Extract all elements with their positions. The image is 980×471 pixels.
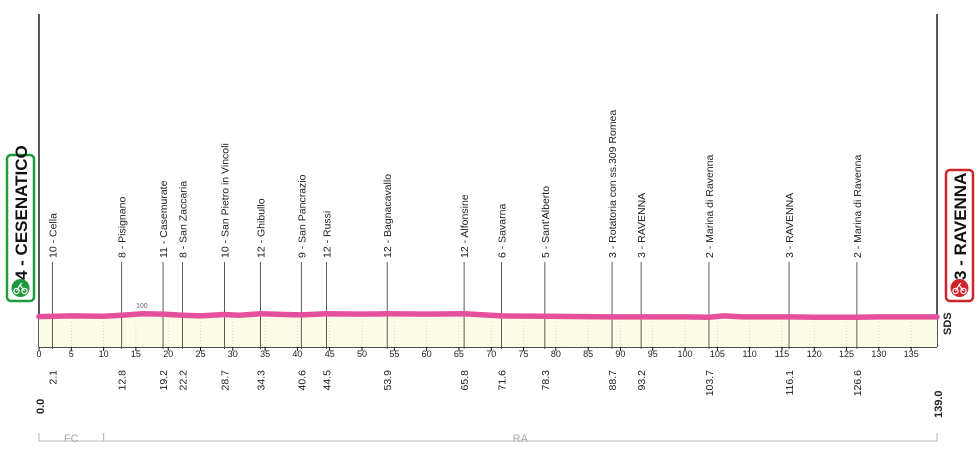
waypoint-km-label: 2.1 [48,370,60,385]
start-cyclist-icon [11,279,30,297]
start-badge: 4 - CESENATICO [5,145,36,303]
end-badge: 3 - RAVENNA [944,168,975,303]
x-tick-label: 110 [742,349,756,359]
waypoint-label: 3 - RAVENNA [636,193,648,258]
region-label: FC [64,433,79,445]
waypoint-km-label: 34.3 [256,370,268,391]
waypoint-km-label: 93.2 [636,370,648,391]
waypoint-km-label: 78.3 [540,370,552,391]
x-tick-label: 35 [260,349,270,359]
region-bracket [103,433,938,442]
start-city-label: 4 - CESENATICO [12,145,31,280]
waypoint-km-label: 22.2 [177,370,189,391]
waypoint-label: 12 - Alfonsine [459,194,471,258]
x-tick-label: 105 [710,349,725,359]
x-tick-label: 40 [292,349,302,359]
x-tick-label: 95 [648,349,658,359]
x-tick-label: 90 [615,349,625,359]
waypoint-label: 6 - Savarna [497,204,509,258]
x-tick-label: 135 [904,349,919,359]
waypoint-label: 10 - San Pietro in Vincoli [219,143,231,258]
waypoint-km-label: 116.1 [784,370,796,396]
waypoint-km-label: 88.7 [607,370,619,391]
x-tick-label: 50 [357,349,367,359]
waypoint-label: 2 - Marina di Ravenna [852,155,864,258]
waypoint-label: 12 - Bagnacavallo [382,174,394,258]
region-bracket [38,433,104,442]
gridlines [71,322,912,347]
waypoint-label: 10 - Cella [48,213,60,258]
waypoint-km-label: 65.8 [459,370,471,391]
x-tick-label: 30 [228,349,238,359]
x-tick-label: 115 [775,349,789,359]
region-strip: FC RA [38,433,938,445]
waypoint-label: 3 - RAVENNA [784,193,796,258]
waypoint-label: 5 - Sant'Alberto [540,186,552,258]
end-city-label: 3 - RAVENNA [951,173,970,280]
waypoint-label: 8 - Pisignano [117,197,129,258]
x-tick-label: 70 [486,349,496,359]
x-tick-label: 120 [807,349,822,359]
region-label: RA [513,433,529,445]
x-tick-label: 100 [678,349,693,359]
x-tick-label: 25 [196,349,206,359]
x-tick-label: 0 [36,349,41,359]
waypoint-km-label: 12.8 [117,370,129,391]
x-tick-label: 10 [99,349,109,359]
waypoint-label: 12 - Russi [321,211,333,258]
x-tick-label: 5 [69,349,74,359]
waypoint-km-label: 103.7 [704,370,716,396]
x-tick-label: 65 [454,349,464,359]
x-tick-label: 60 [422,349,432,359]
profile-area [39,313,937,347]
waypoint-label: 12 - Ghibullo [256,198,268,258]
waypoint-label: 8 - San Zaccaria [177,181,189,258]
waypoint-km-label: 28.7 [219,370,231,391]
waypoint-km-label: 126.6 [852,370,864,396]
waypoint-km-label: 53.9 [382,370,394,391]
start-km-label: 0.0 [35,399,47,414]
waypoint-label: 2 - Marina di Ravenna [704,155,716,258]
waypoint-km-label: 71.6 [497,370,509,391]
waypoint-km-label: 44.5 [321,370,333,391]
x-tick-label: 85 [583,349,593,359]
waypoint-km-label: 40.6 [296,370,308,391]
waypoint-label: 11 - Casemurate [158,180,170,258]
waypoint-label: 9 - San Pancrazio [296,174,308,258]
x-tick-label: 125 [839,349,854,359]
waypoint-label: 3 - Rotatoria con ss.309 Romea [607,110,619,258]
x-tick-label: 80 [551,349,561,359]
sds-logo: SDS [942,312,954,335]
end-cyclist-icon [950,279,969,297]
x-axis-ticks: 0 5 10 15 20 25 30 35 40 45 50 55 60 65 70 75 80 85 90 95 10… [36,347,919,359]
waypoint-lines [52,262,858,349]
profile-line [36,311,940,321]
x-tick-label: 130 [871,349,886,359]
waypoint-km-label: 19.2 [158,370,170,391]
x-tick-label: 55 [389,349,399,359]
elevation-label: 100 [136,303,148,310]
x-tick-label: 75 [519,349,529,359]
waypoint-km-labels: 2.1 12.8 19.2 22.2 28.7 34.3 40.6 44.5 53.9 65.8 7… [48,370,864,396]
waypoint-labels: 10 - Cella 8 - Pisignano 11 - Casemurate 8 … [48,110,864,258]
x-tick-label: 45 [325,349,335,359]
end-km-label: 139.0 [933,390,945,418]
x-tick-label: 20 [163,349,173,359]
x-tick-label: 15 [131,349,141,359]
